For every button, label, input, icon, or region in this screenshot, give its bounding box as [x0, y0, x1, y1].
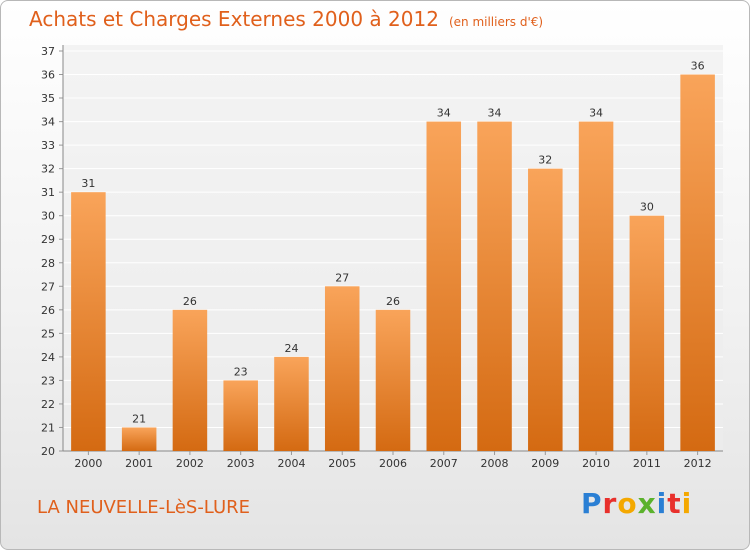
bar-2002: [172, 309, 208, 451]
bar-2008: [477, 121, 512, 452]
bar-value-label: 34: [589, 107, 603, 120]
logo-letter: i: [681, 487, 693, 520]
bar-value-label: 34: [488, 107, 502, 120]
bar-value-label: 21: [132, 412, 146, 425]
bar-value-label: 27: [335, 271, 349, 284]
y-tick-label: 29: [41, 233, 55, 246]
x-tick-label: 2002: [176, 457, 204, 470]
chart-title-text: Achats et Charges Externes 2000 à 2012: [29, 7, 439, 31]
bar-2005: [324, 286, 360, 451]
x-tick-label: 2010: [582, 457, 610, 470]
x-tick-label: 2012: [684, 457, 712, 470]
bar-2006: [375, 309, 411, 451]
y-tick-label: 37: [41, 45, 55, 58]
y-tick-label: 30: [41, 210, 55, 223]
y-tick-label: 20: [41, 445, 55, 458]
y-tick-label: 24: [41, 351, 55, 364]
x-tick-label: 2003: [227, 457, 255, 470]
y-tick-label: 25: [41, 327, 55, 340]
chart-subtitle: (en milliers d'€): [448, 15, 544, 29]
bar-2009: [528, 168, 563, 451]
chart-title: Achats et Charges Externes 2000 à 2012 (e…: [29, 7, 543, 31]
bar-2011: [629, 215, 665, 451]
logo-letter: t: [667, 487, 682, 520]
y-tick-label: 34: [41, 116, 55, 129]
bar-2001: [121, 427, 157, 451]
x-tick-label: 2011: [633, 457, 661, 470]
bar-2000: [71, 192, 106, 452]
x-tick-label: 2001: [125, 457, 153, 470]
y-tick-label: 32: [41, 163, 55, 176]
y-tick-label: 23: [41, 374, 55, 387]
bar-value-label: 32: [538, 154, 552, 167]
y-tick-label: 27: [41, 280, 55, 293]
bar-2010: [578, 121, 614, 452]
y-tick-label: 22: [41, 398, 55, 411]
bar-value-label: 23: [234, 365, 248, 378]
bar-2012: [680, 74, 715, 451]
bar-2007: [426, 121, 462, 452]
x-tick-label: 2000: [74, 457, 102, 470]
x-tick-label: 2004: [277, 457, 305, 470]
y-tick-label: 36: [41, 69, 55, 82]
y-tick-label: 35: [41, 92, 55, 105]
logo-letter: x: [637, 487, 657, 520]
x-tick-label: 2007: [430, 457, 458, 470]
y-tick-label: 31: [41, 186, 55, 199]
place-name: LA NEUVELLE-LèS-LURE: [37, 497, 250, 518]
proxiti-logo: Proxiti: [581, 487, 692, 520]
logo-letter: o: [617, 487, 638, 520]
bar-value-label: 30: [640, 201, 654, 214]
bar-value-label: 26: [386, 295, 400, 308]
y-tick-label: 33: [41, 139, 55, 152]
bar-value-label: 34: [437, 107, 451, 120]
y-tick-label: 21: [41, 421, 55, 434]
x-tick-label: 2005: [328, 457, 356, 470]
logo-letter: P: [581, 487, 603, 520]
bar-2003: [223, 380, 258, 451]
x-tick-label: 2008: [481, 457, 509, 470]
bar-2004: [274, 356, 309, 451]
bar-value-label: 24: [284, 342, 298, 355]
y-tick-label: 28: [41, 257, 55, 270]
bar-value-label: 31: [81, 177, 95, 190]
x-tick-label: 2006: [379, 457, 407, 470]
bar-value-label: 26: [183, 295, 197, 308]
logo-letter: r: [602, 487, 618, 520]
y-tick-label: 26: [41, 304, 55, 317]
logo-letter: i: [656, 487, 668, 520]
bar-value-label: 36: [691, 60, 705, 73]
x-tick-label: 2009: [531, 457, 559, 470]
